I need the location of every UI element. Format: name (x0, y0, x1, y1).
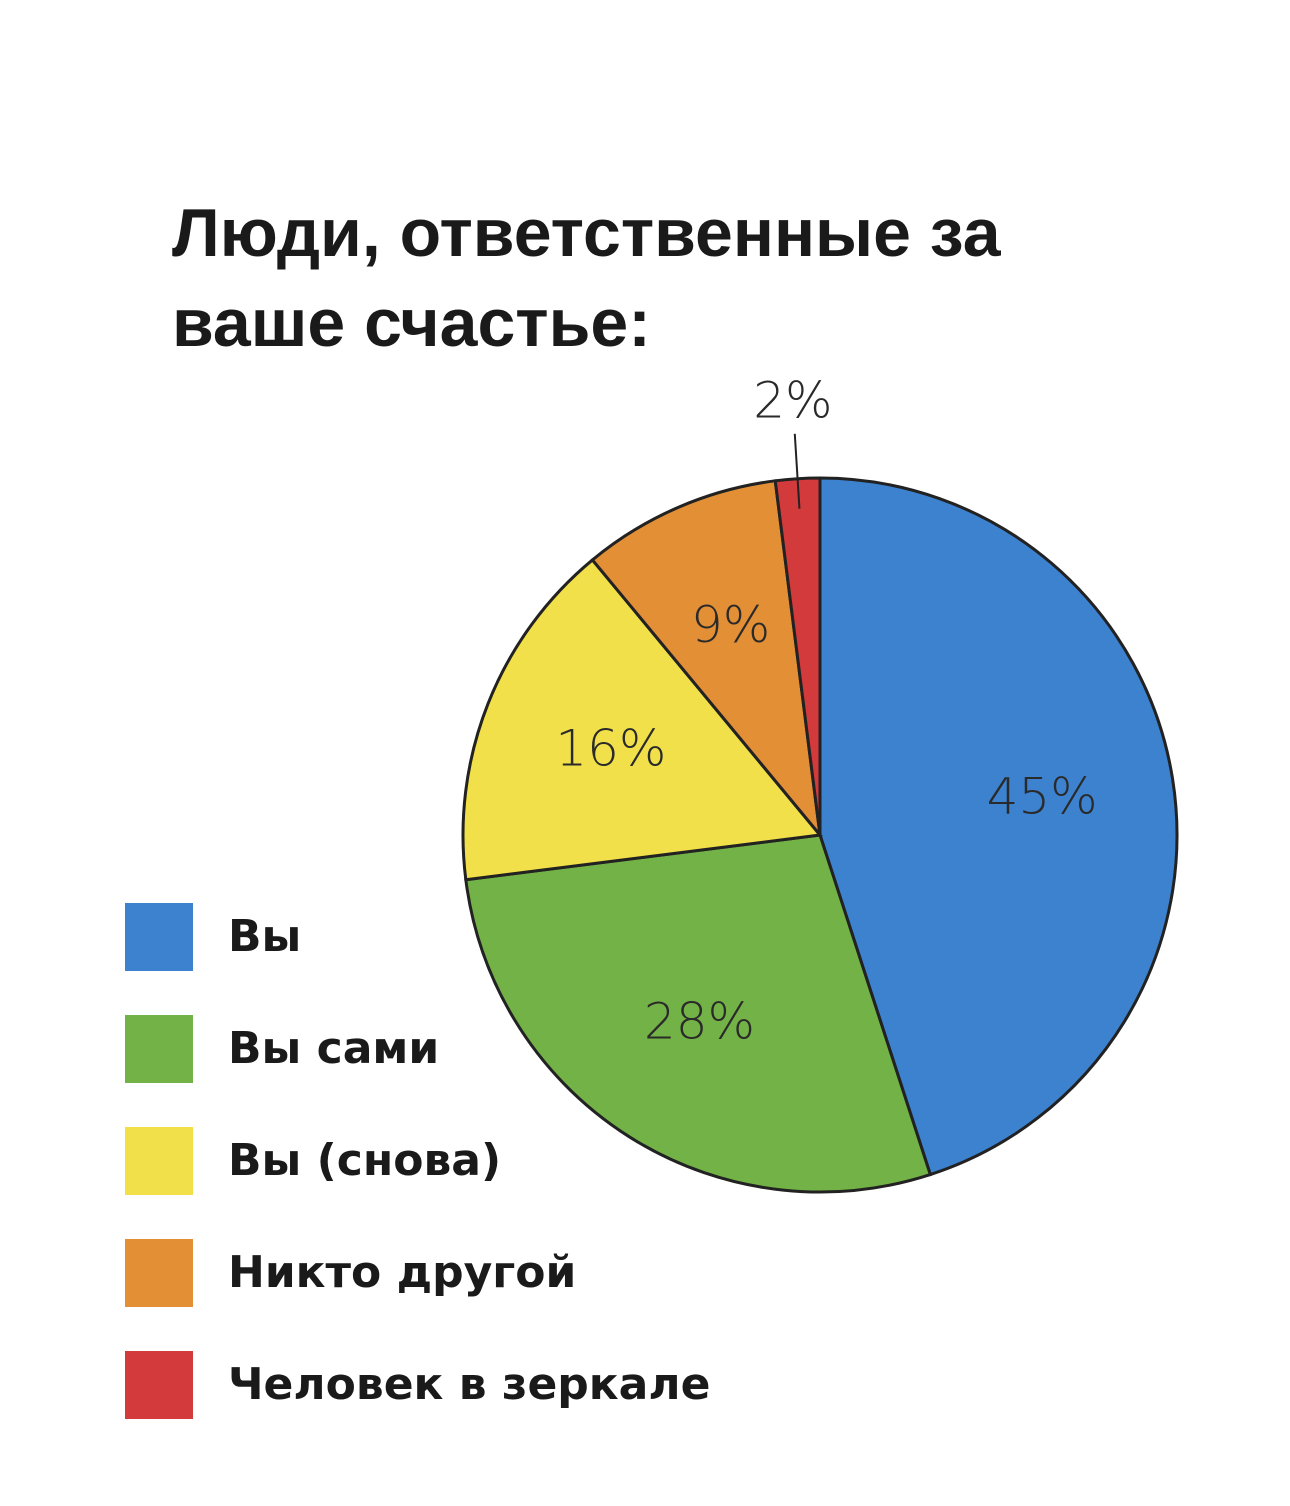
legend-swatch (125, 903, 193, 971)
legend-swatch (125, 1351, 193, 1419)
pie-slice (818, 476, 1179, 1177)
pie-slice (590, 479, 823, 840)
slice-label: 2% (753, 371, 832, 429)
legend-label: Вы (снова) (228, 1135, 501, 1186)
legend-label: Вы (228, 911, 301, 962)
chart-title: Люди, ответственные за ваше счастье: (172, 195, 1001, 361)
slice-label: 9% (691, 596, 770, 654)
slice-label: 45% (987, 767, 1098, 825)
legend-swatch (125, 1015, 193, 1083)
slice-label: 16% (555, 720, 666, 778)
legend-swatch (125, 1127, 193, 1195)
legend-label: Вы сами (228, 1023, 439, 1074)
legend-swatch (125, 1239, 193, 1307)
slice-label: 28% (644, 992, 755, 1050)
label-leader (793, 433, 801, 509)
pie-slice (461, 557, 823, 882)
legend-label: Никто другой (228, 1247, 576, 1298)
pie-slice (464, 833, 933, 1194)
legend-label: Человек в зеркале (228, 1359, 710, 1410)
